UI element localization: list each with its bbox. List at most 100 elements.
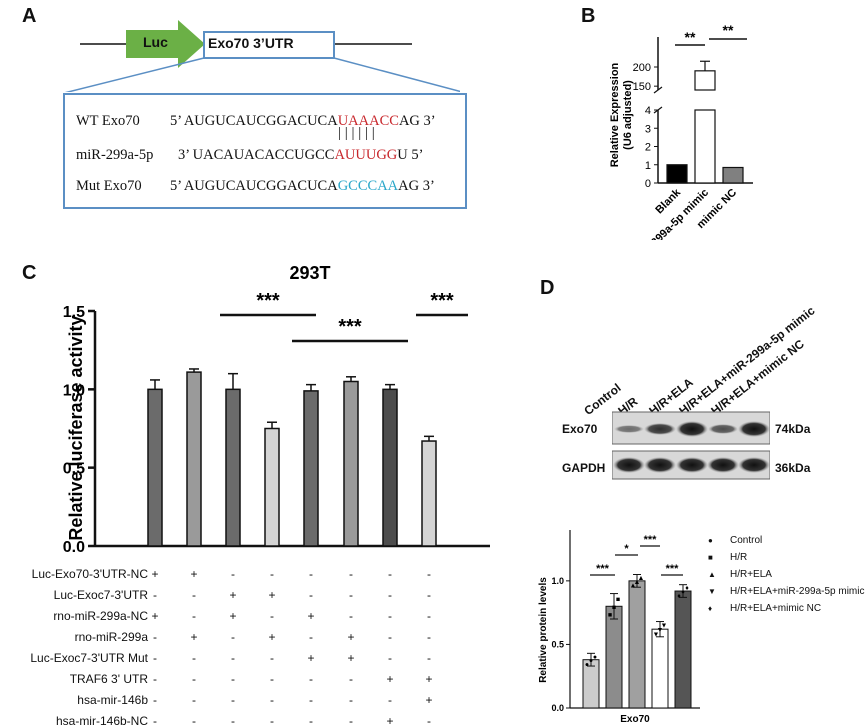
sig-label: *** — [256, 290, 280, 312]
condition-sign: + — [151, 609, 159, 623]
condition-sign: - — [349, 567, 353, 581]
blot-label-exo70: Exo70 — [562, 422, 598, 436]
mut-label: Mut Exo70 — [76, 178, 142, 194]
bar-2 — [605, 605, 623, 709]
bar-7 — [382, 388, 398, 547]
gapdh-bands — [613, 457, 770, 473]
data-point: ♦ — [677, 593, 681, 600]
legend-item: ♦ H/R+ELA+mimic NC — [708, 603, 821, 614]
condition-sign: - — [309, 693, 313, 707]
wt-sequence: 5’ AUGUCAUCGGACUCAUAAACCAG 3’ — [170, 113, 436, 129]
chart-b: 0 1 2 3 4 150 200 Relative Expression (U6 adjust… — [609, 22, 753, 240]
lane-label: H/R+ELA+miR-299a-5p mimic — [676, 303, 818, 418]
condition-sign: + — [386, 714, 394, 728]
bar-8 — [421, 440, 437, 547]
condition-sign: + — [229, 609, 237, 623]
data-point: ● — [585, 662, 589, 669]
panel-a-letter: A — [22, 5, 37, 27]
condition-sign: - — [270, 651, 274, 665]
bar-mimic-nc — [722, 166, 744, 184]
condition-sign: - — [270, 609, 274, 623]
legend-marker: ■ — [708, 553, 713, 562]
mut-sequence: 5’ AUGUCAUCGGACUCAGCCCAAAG 3’ — [170, 178, 435, 194]
condition-sign: - — [309, 567, 313, 581]
condition-sign: - — [192, 714, 196, 728]
axis-break-mark — [653, 86, 663, 94]
legend-label: H/R+ELA — [730, 569, 772, 580]
data-point: ■ — [612, 604, 616, 611]
western-blot-image — [612, 411, 770, 480]
data-point: ■ — [616, 597, 620, 604]
sig-label: * — [624, 543, 629, 555]
wt-label: WT Exo70 — [76, 113, 140, 129]
condition-label: Luc-Exoc7-3'UTR Mut — [30, 651, 148, 665]
data-point: ■ — [608, 612, 612, 619]
y-tick-label: 2 — [645, 142, 651, 154]
legend-marker: ● — [708, 536, 713, 545]
blot-size-exo70: 74kDa — [775, 422, 811, 436]
data-point: ▲ — [630, 583, 637, 590]
y-tick-label: 0 — [645, 178, 651, 190]
sig-label: *** — [430, 290, 454, 312]
utr-label: Exo70 3’UTR — [208, 35, 294, 51]
condition-sign: - — [270, 672, 274, 686]
condition-sign: - — [270, 693, 274, 707]
condition-sign: - — [349, 672, 353, 686]
bar-blank — [666, 164, 688, 184]
legend-label: H/R+ELA+miR-299a-5p mimic — [730, 586, 865, 597]
y-tick-label: 3 — [645, 123, 651, 135]
legend-label: H/R — [730, 552, 748, 563]
condition-label: Luc-Exoc7-3'UTR — [53, 588, 148, 602]
condition-sign: - — [427, 609, 431, 623]
bar-4 — [264, 427, 280, 547]
data-point: ▼ — [653, 632, 660, 639]
sig-label: *** — [666, 563, 680, 575]
y-tick-label: 150 — [633, 81, 651, 93]
condition-sign: - — [231, 567, 235, 581]
data-point: ▲ — [634, 579, 641, 586]
zoom-line-left — [64, 57, 205, 92]
sig-label: ** — [723, 22, 734, 38]
condition-label: Luc-Exo70-3'UTR-NC — [31, 567, 148, 581]
legend-marker: ▲ — [708, 570, 716, 579]
x-axis-label: Exo70 — [620, 714, 650, 725]
chart-d-legend: ● Control ■ H/R ▲ H/R+ELA ▼ H/R+ELA+miR-299a-5p… — [708, 535, 865, 625]
legend-item: ▲ H/R+ELA — [708, 569, 772, 580]
condition-sign: - — [309, 588, 313, 602]
condition-sign: - — [349, 609, 353, 623]
sequence-box — [63, 93, 467, 209]
condition-sign: - — [153, 651, 157, 665]
condition-sign: - — [427, 630, 431, 644]
condition-sign: - — [192, 672, 196, 686]
data-point: ♦ — [681, 589, 685, 596]
condition-sign: - — [388, 588, 392, 602]
legend-label: H/R+ELA+mimic NC — [730, 603, 822, 614]
y-axis-label: Relative Expression — [609, 62, 621, 167]
condition-label: rno-miR-299a-NC — [53, 609, 148, 623]
condition-sign: - — [231, 672, 235, 686]
sig-label: *** — [596, 563, 610, 575]
sig-label: *** — [644, 534, 658, 546]
y-tick-label: 4 — [645, 105, 651, 117]
y-tick-label: 0.5 — [63, 461, 85, 478]
condition-sign: + — [347, 630, 355, 644]
condition-sign: + — [268, 588, 276, 602]
data-point: ▲ — [638, 575, 645, 582]
condition-sign: - — [349, 714, 353, 728]
condition-sign: + — [229, 588, 237, 602]
condition-sign: - — [231, 693, 235, 707]
condition-sign: + — [151, 567, 159, 581]
bar-2 — [186, 371, 202, 547]
lane-labels: Control H/R H/R+ELA H/R+ELA+miR-299a-5p mim… — [560, 280, 817, 420]
bar-mir-299a-5p-mimic-lower — [694, 109, 716, 184]
condition-sign: - — [270, 567, 274, 581]
condition-sign: - — [388, 609, 392, 623]
bar-3 — [225, 388, 241, 547]
sig-label: ** — [685, 29, 696, 45]
condition-sign: - — [153, 714, 157, 728]
y-tick-label: 200 — [633, 62, 651, 74]
condition-sign: - — [427, 567, 431, 581]
mirna-label: miR-299a-5p — [76, 147, 154, 163]
condition-sign: - — [309, 630, 313, 644]
